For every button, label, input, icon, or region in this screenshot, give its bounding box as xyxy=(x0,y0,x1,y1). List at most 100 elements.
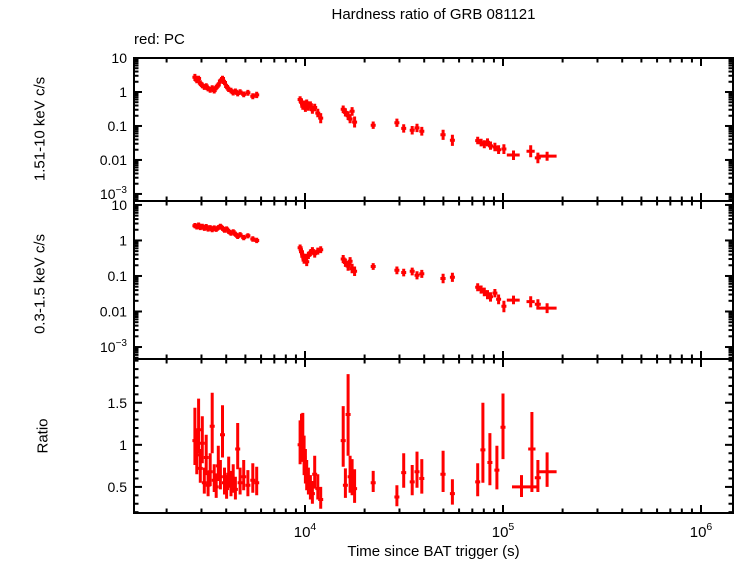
y-tick-label: 0.1 xyxy=(108,118,128,134)
data-point xyxy=(245,89,251,96)
data-point xyxy=(307,101,313,109)
chart-title: Hardness ratio of GRB 081121 xyxy=(331,6,536,23)
y-tick-label: 10 xyxy=(111,197,127,213)
data-point xyxy=(213,473,219,498)
data-point xyxy=(440,273,446,284)
data-point xyxy=(526,296,535,308)
data-point xyxy=(414,271,420,280)
series-pc xyxy=(192,374,557,509)
data-point xyxy=(217,460,223,490)
data-point xyxy=(318,246,324,254)
data-point xyxy=(440,129,446,140)
data-point xyxy=(237,232,243,238)
data-point xyxy=(347,114,353,124)
data-point xyxy=(488,292,493,302)
data-point xyxy=(414,451,420,488)
data-point xyxy=(241,234,247,241)
data-point xyxy=(196,398,202,454)
data-point xyxy=(394,266,400,275)
data-point xyxy=(528,412,536,492)
data-point xyxy=(318,486,324,509)
data-point xyxy=(254,466,260,496)
data-point xyxy=(475,283,481,292)
data-point xyxy=(245,470,251,497)
data-point xyxy=(492,142,498,152)
y-tick-label: 0.01 xyxy=(100,303,127,319)
data-point xyxy=(496,294,502,305)
data-point xyxy=(232,476,238,500)
y-tick-label: 1 xyxy=(119,437,127,453)
data-point xyxy=(250,463,256,493)
data-point xyxy=(209,392,215,454)
data-point xyxy=(500,393,506,460)
panel-ratio: 1.5 1 0.5 xyxy=(108,358,734,514)
data-point xyxy=(475,463,481,497)
data-point xyxy=(241,460,247,491)
data-point xyxy=(201,467,207,494)
data-point xyxy=(254,91,260,99)
data-point xyxy=(449,134,455,146)
data-point xyxy=(394,485,400,507)
data-point xyxy=(215,82,221,88)
data-point xyxy=(241,91,247,98)
data-point xyxy=(419,126,425,136)
data-point xyxy=(345,261,351,271)
data-point xyxy=(370,470,376,492)
data-point xyxy=(352,116,358,128)
data-point xyxy=(414,123,420,133)
data-point xyxy=(401,124,407,133)
data-point xyxy=(196,75,202,82)
data-point xyxy=(536,303,557,314)
data-point xyxy=(401,453,407,488)
data-point xyxy=(203,434,209,476)
data-point xyxy=(494,445,500,490)
data-point xyxy=(478,285,484,294)
data-point xyxy=(220,405,225,458)
data-point xyxy=(449,272,455,282)
y-tick-label: 0.01 xyxy=(100,152,127,168)
data-point xyxy=(245,233,251,239)
y-tick-label: 0.5 xyxy=(108,479,128,495)
y-tick-label: 1 xyxy=(119,84,127,100)
data-point xyxy=(496,145,502,154)
ylabel-soft-band: 0.3-1.5 keV c/s xyxy=(31,233,49,335)
data-point xyxy=(254,237,260,244)
data-point xyxy=(534,152,541,164)
xlabel-time: Time since BAT trigger (s) xyxy=(347,543,520,560)
data-point xyxy=(480,402,486,483)
data-point xyxy=(318,113,324,124)
data-point xyxy=(487,433,493,486)
x-tick-label: 105 xyxy=(492,521,515,541)
data-point xyxy=(312,103,318,112)
data-point xyxy=(304,257,310,267)
data-point xyxy=(235,423,241,470)
data-point xyxy=(237,467,243,495)
data-point xyxy=(409,465,415,496)
data-point xyxy=(449,479,455,505)
legend-red-pc: red: PC xyxy=(134,31,185,48)
data-point xyxy=(419,459,425,494)
data-point xyxy=(409,267,415,276)
data-point xyxy=(475,136,481,145)
axis-ticks xyxy=(134,201,733,359)
data-point xyxy=(394,118,400,127)
data-point xyxy=(481,140,487,149)
data-point xyxy=(224,475,230,499)
data-point xyxy=(207,453,213,487)
data-point xyxy=(492,289,498,298)
y-tick-label: 10−3 xyxy=(100,338,127,355)
data-point xyxy=(512,475,539,497)
data-point xyxy=(220,75,225,82)
data-point xyxy=(501,144,507,154)
data-point xyxy=(342,468,348,498)
data-point xyxy=(526,145,535,158)
x-tick-label: 104 xyxy=(294,521,317,541)
data-point xyxy=(237,89,243,95)
data-point xyxy=(340,406,346,467)
data-point xyxy=(309,481,315,504)
data-point xyxy=(536,151,557,161)
panel-soft_band: 10 1 0.1 0.01 10−3 xyxy=(100,197,734,360)
data-point xyxy=(349,107,355,116)
